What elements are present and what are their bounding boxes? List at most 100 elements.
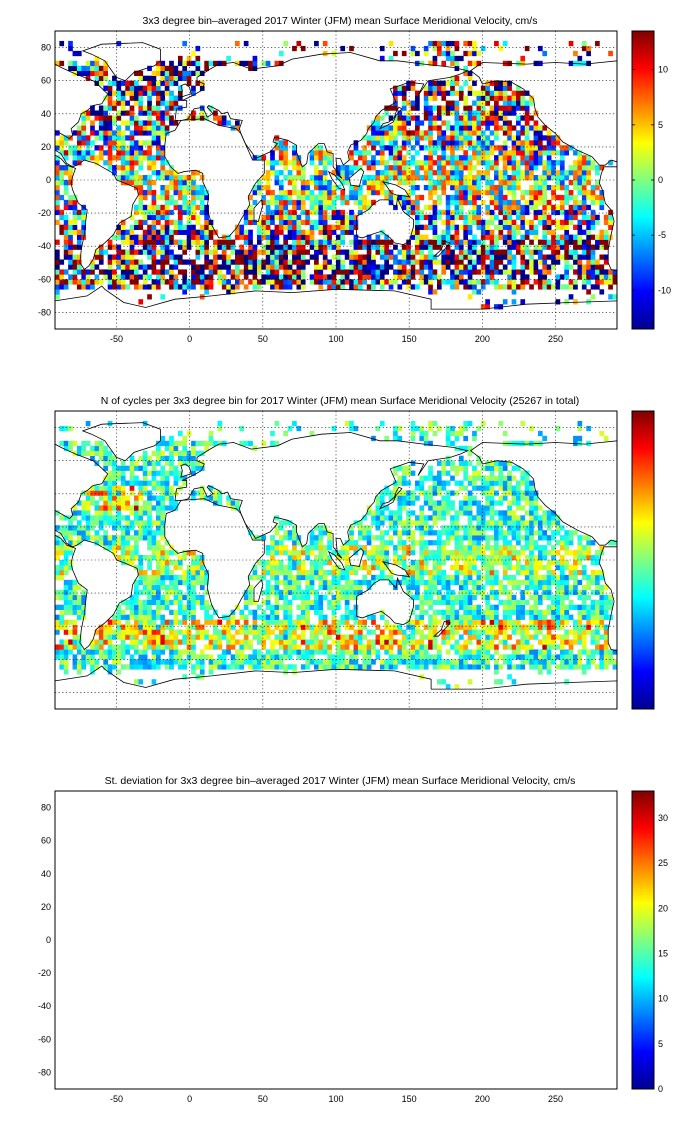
heatmap-cell	[177, 574, 183, 581]
heatmap-cell	[125, 550, 130, 556]
heatmap-cell	[336, 165, 341, 171]
heatmap-cell	[129, 659, 135, 665]
heatmap-cell	[533, 224, 539, 230]
heatmap-cell	[217, 239, 223, 245]
heatmap-cell	[292, 525, 297, 531]
heatmap-cell	[191, 170, 196, 176]
heatmap-cell	[173, 180, 179, 186]
heatmap-cell	[68, 425, 73, 432]
heatmap-cell	[542, 184, 548, 191]
heatmap-cell	[278, 525, 284, 531]
heatmap-cell	[256, 264, 262, 270]
heatmap-cell	[103, 515, 108, 521]
heatmap-cell	[476, 130, 482, 136]
heatmap-cell	[204, 634, 209, 640]
heatmap-cell	[177, 184, 183, 191]
heatmap-cell	[147, 589, 152, 596]
heatmap-cell	[252, 269, 258, 275]
heatmap-cell	[415, 244, 420, 250]
heatmap-cell	[573, 150, 578, 156]
heatmap-cell	[59, 564, 65, 571]
heatmap-cell	[129, 520, 135, 526]
heatmap-cell	[85, 420, 91, 427]
heatmap-cell	[344, 214, 350, 221]
heatmap-cell	[559, 184, 565, 191]
heatmap-cell	[507, 274, 512, 280]
heatmap-cell	[542, 175, 548, 181]
heatmap-cell	[357, 639, 363, 645]
heatmap-cell	[195, 70, 201, 76]
heatmap-cell	[524, 90, 530, 96]
heatmap-cell	[164, 194, 170, 201]
heatmap-cell	[98, 515, 104, 521]
heatmap-cell	[160, 470, 166, 476]
heatmap-cell	[384, 135, 389, 141]
heatmap-cell	[134, 465, 139, 471]
heatmap-cell	[256, 604, 262, 610]
heatmap-cell	[573, 224, 578, 230]
heatmap-cell	[362, 644, 368, 650]
heatmap-cell	[85, 520, 91, 526]
heatmap-cell	[129, 609, 135, 615]
heatmap-cell	[72, 639, 78, 645]
heatmap-cell	[309, 229, 315, 235]
heatmap-cell	[76, 540, 82, 546]
heatmap-cell	[138, 659, 144, 665]
heatmap-cell	[458, 85, 464, 91]
heatmap-cell	[138, 189, 144, 196]
heatmap-cell	[252, 634, 258, 640]
heatmap-cell	[125, 525, 130, 531]
heatmap-cell	[151, 584, 157, 591]
heatmap-cell	[230, 284, 236, 290]
heatmap-cell	[129, 244, 135, 250]
heatmap-cell	[182, 204, 188, 211]
heatmap-cell	[270, 604, 275, 610]
heatmap-cell	[441, 120, 447, 126]
heatmap-cell	[322, 659, 328, 665]
heatmap-cell	[243, 274, 249, 280]
heatmap-cell	[68, 145, 73, 151]
heatmap-cell	[217, 279, 223, 285]
heatmap-cell	[138, 569, 144, 576]
heatmap-cell	[546, 279, 552, 285]
heatmap-cell	[551, 284, 556, 290]
heatmap-cell	[559, 239, 565, 245]
heatmap-cell	[336, 555, 341, 561]
heatmap-cell	[129, 475, 135, 481]
heatmap-cell	[68, 65, 73, 72]
heatmap-cell	[432, 219, 438, 225]
heatmap-cell	[278, 639, 284, 645]
heatmap-cell	[573, 50, 578, 57]
heatmap-cell	[177, 269, 183, 275]
heatmap-cell	[72, 160, 78, 166]
heatmap-cell	[314, 249, 319, 255]
heatmap-cell	[428, 214, 433, 221]
heatmap-cell	[186, 175, 192, 181]
heatmap-cell	[55, 130, 60, 136]
heatmap-cell	[300, 234, 306, 240]
heatmap-cell	[199, 574, 205, 581]
heatmap-cell	[147, 234, 152, 240]
heatmap-cell	[59, 574, 65, 581]
heatmap-cell	[357, 545, 363, 551]
heatmap-cell	[274, 599, 280, 605]
heatmap-cell	[81, 115, 87, 121]
heatmap-cell	[327, 180, 332, 186]
heatmap-cell	[423, 279, 429, 285]
heatmap-cell	[384, 165, 389, 171]
heatmap-cell	[559, 175, 565, 181]
heatmap-cell	[577, 184, 583, 191]
heatmap-cell	[485, 269, 490, 275]
heatmap-cell	[590, 294, 596, 300]
heatmap-cell	[384, 130, 389, 136]
heatmap-cell	[305, 639, 310, 645]
heatmap-cell	[261, 199, 267, 206]
heatmap-cell	[235, 505, 240, 511]
heatmap-cell	[292, 584, 297, 591]
heatmap-cell	[90, 140, 95, 146]
heatmap-cell	[349, 425, 354, 432]
heatmap-cell	[318, 199, 324, 206]
heatmap-cell	[120, 475, 126, 481]
heatmap-cell	[274, 145, 280, 151]
heatmap-cell	[164, 224, 170, 230]
